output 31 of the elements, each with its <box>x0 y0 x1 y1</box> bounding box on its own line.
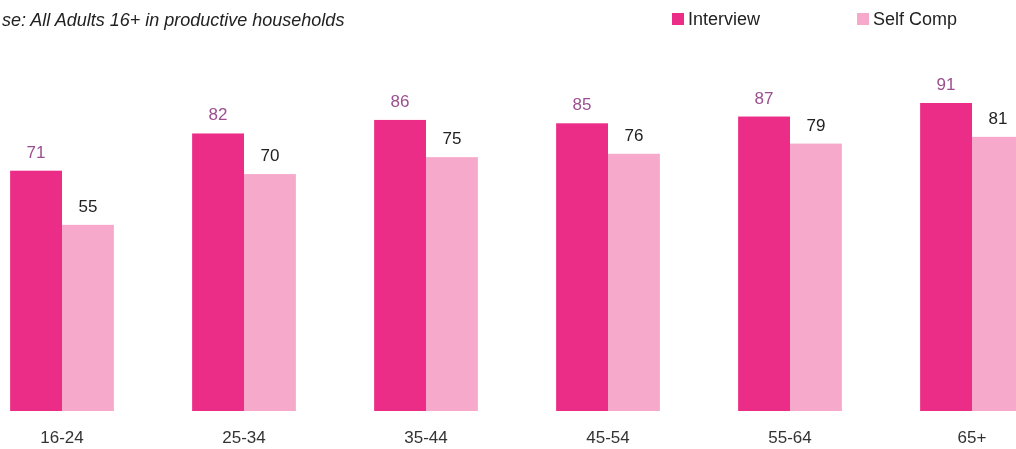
bar <box>738 116 790 411</box>
data-label: 70 <box>260 146 280 166</box>
bar <box>608 153 660 411</box>
chart-title: se: All Adults 16+ in productive households <box>2 10 345 30</box>
bar <box>192 133 244 411</box>
x-tick-label: 25-34 <box>222 428 266 447</box>
bar <box>790 143 842 411</box>
data-label: 82 <box>208 105 228 125</box>
data-label: 86 <box>390 91 410 111</box>
bar <box>62 224 114 411</box>
bar <box>374 119 426 411</box>
bar <box>556 123 608 411</box>
data-label: 91 <box>936 75 956 94</box>
bar <box>244 174 296 411</box>
x-tick-label: 55-64 <box>768 428 812 447</box>
bar <box>426 157 478 411</box>
data-label: 55 <box>78 196 98 216</box>
x-tick-label: 45-54 <box>586 428 630 447</box>
x-tick-label: 35-44 <box>404 428 448 447</box>
x-tick-label: 16-24 <box>40 428 84 447</box>
data-label: 87 <box>754 88 774 108</box>
data-label: 85 <box>572 95 592 115</box>
data-label: 79 <box>806 115 826 135</box>
legend-label: Self Comp <box>873 9 958 29</box>
x-tick-label: 65+ <box>957 428 987 447</box>
data-label: 75 <box>442 129 462 149</box>
legend-label: Interview <box>688 9 762 29</box>
data-label: 76 <box>624 125 644 145</box>
data-label: 71 <box>26 142 46 162</box>
bar <box>10 170 62 411</box>
data-label: 81 <box>988 108 1008 128</box>
